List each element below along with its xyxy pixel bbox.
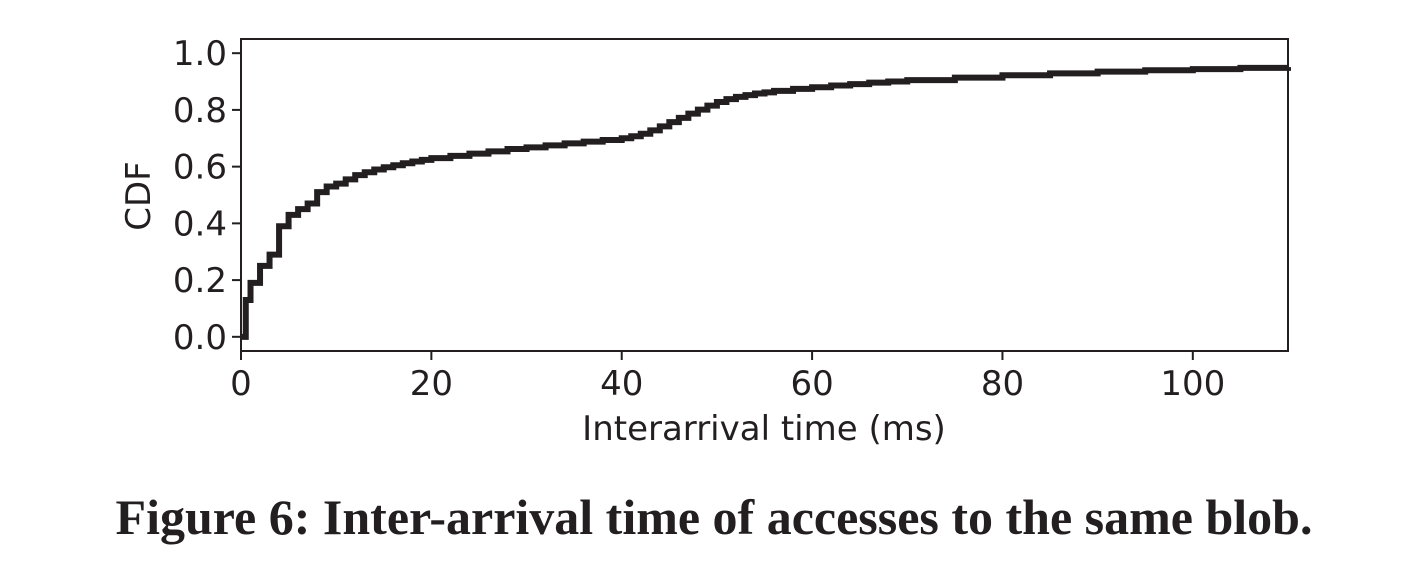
cdf-chart: 0.0 0.2 0.4 0.6 0.8 1.0 0 20 40 60 80 100 Interarr… [119,34,1291,449]
y-tick-label: 0.8 [173,91,227,131]
x-tick-label: 0 [230,364,252,404]
x-tick-label: 60 [790,364,833,404]
y-tick-label: 0.0 [173,318,227,358]
x-tick-label: 20 [410,364,453,404]
y-tick-label: 0.4 [173,204,227,244]
plot-frame [240,38,1289,352]
y-tick-label: 0.6 [173,148,227,188]
y-axis-title: CDF [119,161,159,230]
y-axis-ticks: 0.0 0.2 0.4 0.6 0.8 1.0 [173,34,241,358]
plot-area [241,64,1291,340]
x-axis-title: Interarrival time (ms) [582,409,946,449]
y-tick-label: 0.2 [173,261,227,301]
x-tick-label: 80 [981,364,1024,404]
x-tick-label: 40 [600,364,643,404]
x-tick-label: 100 [1160,364,1225,404]
figure-caption: Figure 6: Inter-arrival time of accesses… [115,489,1313,545]
y-tick-label: 1.0 [173,34,227,74]
x-axis-ticks: 0 20 40 60 80 100 [230,351,1225,404]
cdf-line [241,64,1291,340]
